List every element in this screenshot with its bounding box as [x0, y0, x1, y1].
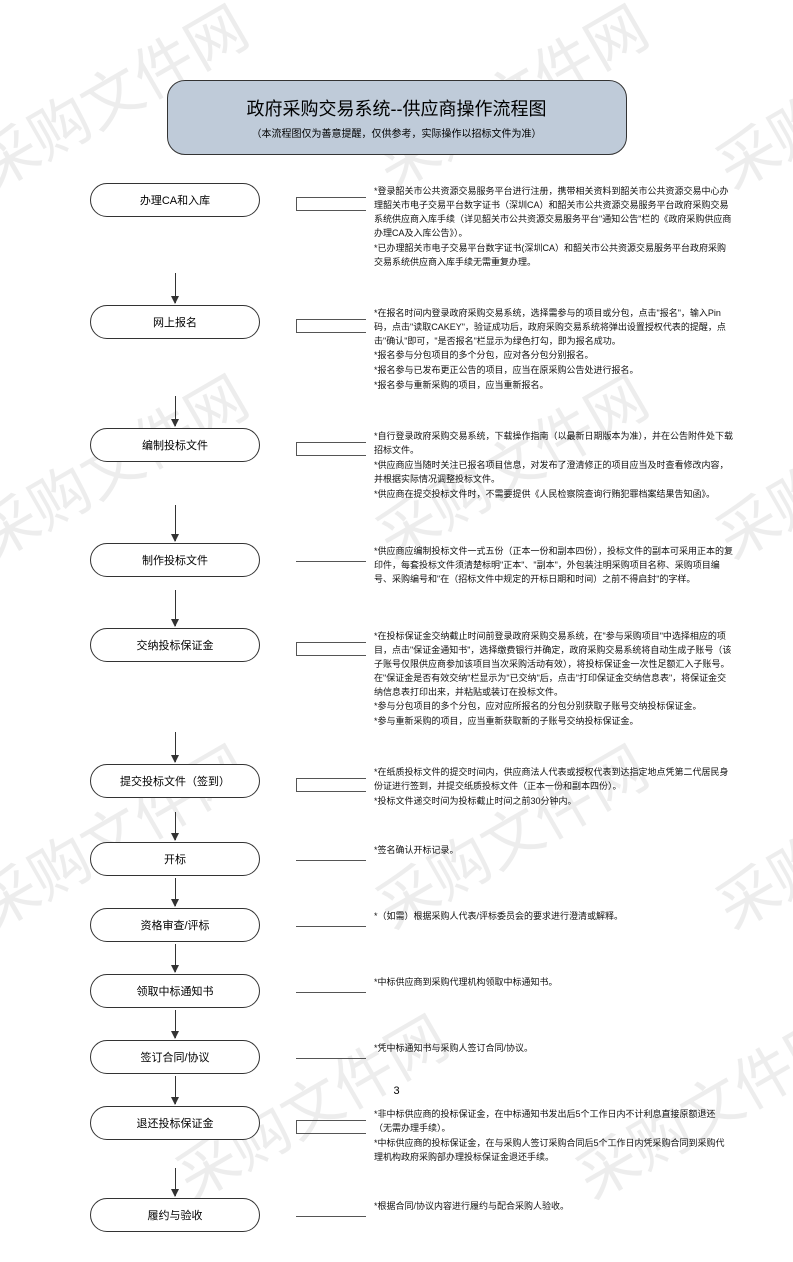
- note-item: *供应商应当随时关注已报名项目信息，对发布了澄清修正的项目应当及时查看修改内容，…: [374, 459, 733, 487]
- note-item: *已办理韶关市电子交易平台数字证书(深圳CA）和韶关市公共资源交易服务平台政府采…: [374, 242, 733, 270]
- flow-arrow: [175, 505, 176, 541]
- flow-row: 开标 *签名确认开标记录。: [60, 842, 733, 876]
- flow-row: 签订合同/协议 *凭中标通知书与采购人签订合同/协议。: [60, 1040, 733, 1074]
- header-subtitle: （本流程图仅为善意提醒，仅供参考，实际操作以招标文件为准）: [208, 125, 586, 140]
- note-item: *中标供应商到采购代理机构领取中标通知书。: [374, 976, 733, 990]
- step-box: 退还投标保证金: [90, 1106, 260, 1140]
- flowchart: 办理CA和入库 *登录韶关市公共资源交易服务平台进行注册，携带相关资料到韶关市公共…: [60, 183, 733, 1232]
- step-description: *根据合同/协议内容进行履约与配合采购人验收。: [374, 1198, 733, 1215]
- step-description: *中标供应商到采购代理机构领取中标通知书。: [374, 974, 733, 991]
- flow-arrow: [175, 812, 176, 840]
- step-description: *（如需）根据采购人代表/评标委员会的要求进行澄清或解释。: [374, 908, 733, 925]
- step-box: 领取中标通知书: [90, 974, 260, 1008]
- note-item: *供应商在提交投标文件时，不需要提供《人民检察院查询行贿犯罪档案结果告知函》。: [374, 488, 733, 502]
- note-item: *凭中标通知书与采购人签订合同/协议。: [374, 1042, 733, 1056]
- connector-bracket: [296, 442, 366, 456]
- flow-row: 编制投标文件 *自行登录政府采购交易系统，下载操作指南（以最新日期版本为准），并在…: [60, 428, 733, 503]
- step-box: 资格审查/评标: [90, 908, 260, 942]
- connector-bracket: [296, 319, 366, 333]
- step-box: 制作投标文件: [90, 543, 260, 577]
- note-item: *供应商应编制投标文件一式五份（正本一份和副本四份），投标文件的副本可采用正本的…: [374, 545, 733, 587]
- connector-bracket: [296, 197, 366, 211]
- note-item: *报名参与重新采购的项目，应当重新报名。: [374, 379, 733, 393]
- flow-arrow: [175, 944, 176, 972]
- flow-arrow: [175, 732, 176, 762]
- connector-bracket: [296, 561, 366, 562]
- flow-row: 交纳投标保证金 *在投标保证金交纳截止时间前登录政府采购交易系统，在"参与采购项目…: [60, 628, 733, 731]
- note-item: *（如需）根据采购人代表/评标委员会的要求进行澄清或解释。: [374, 910, 733, 924]
- flow-row: 网上报名 *在报名时间内登录政府采购交易系统，选择需参与的项目或分包，点击"报名"…: [60, 305, 733, 395]
- step-box: 办理CA和入库: [90, 183, 260, 217]
- note-item: *在纸质投标文件的提交时间内，供应商法人代表或授权代表到达指定地点凭第二代居民身…: [374, 766, 733, 794]
- flow-row: 领取中标通知书 *中标供应商到采购代理机构领取中标通知书。: [60, 974, 733, 1008]
- step-box: 开标: [90, 842, 260, 876]
- connector-bracket: [296, 1120, 366, 1134]
- flow-row: 办理CA和入库 *登录韶关市公共资源交易服务平台进行注册，携带相关资料到韶关市公共…: [60, 183, 733, 271]
- step-description: *在投标保证金交纳截止时间前登录政府采购交易系统，在"参与采购项目"中选择相应的…: [374, 628, 733, 731]
- step-description: *供应商应编制投标文件一式五份（正本一份和副本四份），投标文件的副本可采用正本的…: [374, 543, 733, 588]
- note-item: *报名参与已发布更正公告的项目，应当在原采购公告处进行报名。: [374, 364, 733, 378]
- flow-arrow: [175, 396, 176, 426]
- step-description: *在报名时间内登录政府采购交易系统，选择需参与的项目或分包，点击"报名"，输入P…: [374, 305, 733, 395]
- flow-row: 资格审查/评标 *（如需）根据采购人代表/评标委员会的要求进行澄清或解释。: [60, 908, 733, 942]
- note-item: *在报名时间内登录政府采购交易系统，选择需参与的项目或分包，点击"报名"，输入P…: [374, 307, 733, 349]
- step-description: *自行登录政府采购交易系统，下载操作指南（以最新日期版本为准），并在公告附件处下…: [374, 428, 733, 503]
- note-item: *登录韶关市公共资源交易服务平台进行注册，携带相关资料到韶关市公共资源交易中心办…: [374, 185, 733, 241]
- header-title: 政府采购交易系统--供应商操作流程图: [208, 95, 586, 121]
- note-item: *报名参与分包项目的多个分包，应对各分包分别报名。: [374, 349, 733, 363]
- step-box: 编制投标文件: [90, 428, 260, 462]
- connector-bracket: [296, 992, 366, 993]
- step-description: *登录韶关市公共资源交易服务平台进行注册，携带相关资料到韶关市公共资源交易中心办…: [374, 183, 733, 271]
- flow-row: 退还投标保证金 *非中标供应商的投标保证金，在中标通知书发出后5个工作日内不计利息…: [60, 1106, 733, 1166]
- step-box: 提交投标文件（签到）: [90, 764, 260, 798]
- note-item: *参与分包项目的多个分包，应对应所报名的分包分别获取子账号交纳投标保证金。: [374, 700, 733, 714]
- note-item: *签名确认开标记录。: [374, 844, 733, 858]
- flow-row: 制作投标文件 *供应商应编制投标文件一式五份（正本一份和副本四份），投标文件的副本…: [60, 543, 733, 588]
- step-box: 履约与验收: [90, 1198, 260, 1232]
- connector-bracket: [296, 1216, 366, 1217]
- flow-arrow: [175, 273, 176, 303]
- flow-arrow: [175, 590, 176, 626]
- flow-arrow: [175, 878, 176, 906]
- connector-bracket: [296, 860, 366, 861]
- note-item: *自行登录政府采购交易系统，下载操作指南（以最新日期版本为准），并在公告附件处下…: [374, 430, 733, 458]
- connector-bracket: [296, 778, 366, 792]
- flow-arrow: [175, 1168, 176, 1196]
- flow-row: 提交投标文件（签到） *在纸质投标文件的提交时间内，供应商法人代表或授权代表到达指…: [60, 764, 733, 810]
- note-item: *投标文件递交时间为投标截止时间之前30分钟内。: [374, 795, 733, 809]
- step-box: 网上报名: [90, 305, 260, 339]
- header-box: 政府采购交易系统--供应商操作流程图 （本流程图仅为善意提醒，仅供参考，实际操作…: [167, 80, 627, 155]
- connector-bracket: [296, 642, 366, 656]
- step-description: *在纸质投标文件的提交时间内，供应商法人代表或授权代表到达指定地点凭第二代居民身…: [374, 764, 733, 810]
- note-item: *参与重新采购的项目，应当重新获取新的子账号交纳投标保证金。: [374, 715, 733, 729]
- flow-arrow: [175, 1076, 176, 1104]
- step-box: 签订合同/协议: [90, 1040, 260, 1074]
- step-description: *签名确认开标记录。: [374, 842, 733, 859]
- step-description: *凭中标通知书与采购人签订合同/协议。: [374, 1040, 733, 1057]
- note-item: *中标供应商的投标保证金，在与采购人签订采购合同后5个工作日内凭采购合同到采购代…: [374, 1137, 733, 1165]
- note-item: *非中标供应商的投标保证金，在中标通知书发出后5个工作日内不计利息直接原额退还（…: [374, 1108, 733, 1136]
- connector-bracket: [296, 1058, 366, 1059]
- flow-row: 履约与验收 *根据合同/协议内容进行履约与配合采购人验收。: [60, 1198, 733, 1232]
- flow-arrow: [175, 1010, 176, 1038]
- note-item: *根据合同/协议内容进行履约与配合采购人验收。: [374, 1200, 733, 1214]
- step-description: *非中标供应商的投标保证金，在中标通知书发出后5个工作日内不计利息直接原额退还（…: [374, 1106, 733, 1166]
- step-box: 交纳投标保证金: [90, 628, 260, 662]
- note-item: *在投标保证金交纳截止时间前登录政府采购交易系统，在"参与采购项目"中选择相应的…: [374, 630, 733, 700]
- connector-bracket: [296, 926, 366, 927]
